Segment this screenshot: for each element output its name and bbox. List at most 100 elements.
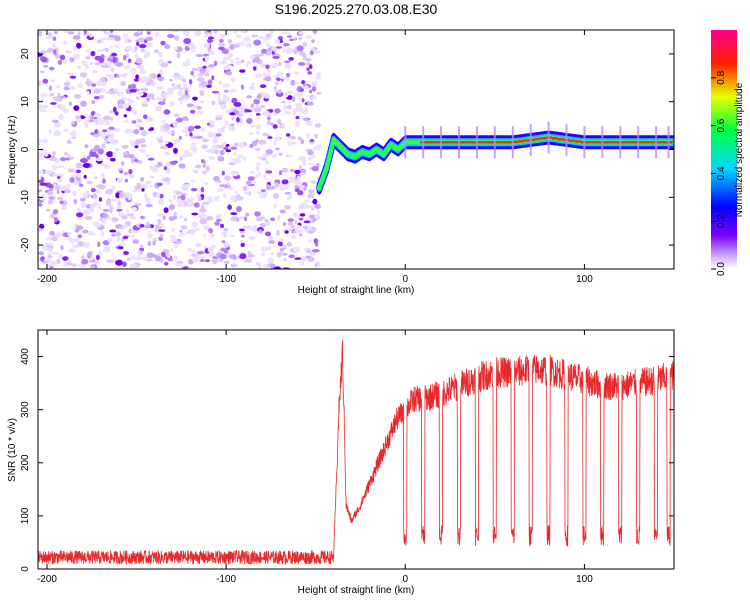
noise-blob [188, 230, 195, 235]
noise-blob [255, 113, 261, 116]
noise-blob [179, 215, 184, 219]
noise-blob [224, 175, 231, 181]
noise-blob [38, 50, 47, 55]
noise-blob [82, 229, 89, 234]
noise-blob [203, 53, 210, 57]
noise-blob [103, 115, 111, 121]
noise-blob [135, 57, 143, 64]
noise-blob [274, 182, 279, 188]
noise-blob [192, 256, 199, 263]
noise-blob [285, 47, 294, 54]
noise-blob [221, 231, 227, 237]
snr-y-label: SNR (10 * v/v) [7, 418, 18, 482]
noise-blob [303, 186, 307, 191]
noise-blob [204, 34, 209, 38]
noise-blob [189, 132, 193, 137]
noise-blob [134, 145, 139, 149]
noise-blob [229, 112, 236, 116]
noise-blob [182, 116, 189, 121]
noise-blob [95, 254, 100, 261]
noise-blob [49, 188, 54, 192]
ridge-peak [460, 141, 467, 144]
noise-blob [255, 262, 261, 266]
ridge-peak [466, 141, 472, 144]
noise-blob [127, 194, 132, 201]
noise-blob [247, 250, 251, 255]
ridge-peak [575, 140, 581, 143]
noise-blob [207, 131, 215, 138]
noise-blob [49, 79, 56, 83]
noise-blob [219, 34, 226, 39]
noise-blob [305, 57, 312, 62]
noise-blob [91, 100, 96, 105]
noise-blob [282, 221, 287, 226]
noise-blob [68, 86, 75, 89]
noise-blob [297, 97, 301, 100]
noise-blob [285, 63, 291, 69]
ridge-peak [655, 141, 662, 144]
noise-blob [89, 203, 97, 209]
noise-blob [93, 88, 102, 94]
noise-blob [222, 125, 227, 129]
noise-blob [116, 74, 121, 78]
noise-blob [90, 115, 94, 122]
noise-blob [218, 46, 226, 51]
noise-blob [275, 77, 281, 82]
noise-blob [183, 218, 188, 221]
noise-blob [214, 221, 220, 226]
snr-frame [37, 329, 675, 570]
noise-blob [233, 43, 241, 48]
noise-blob [218, 80, 223, 86]
noise-blob [158, 229, 166, 233]
noise-blob [274, 179, 281, 183]
noise-blob [215, 133, 222, 137]
noise-blob [260, 246, 269, 252]
noise-blob [196, 251, 205, 255]
noise-blob [273, 193, 279, 199]
noise-blob [173, 46, 178, 51]
noise-blob [46, 263, 51, 269]
noise-blob [200, 186, 205, 193]
noise-blob [129, 263, 137, 269]
noise-blob [69, 156, 74, 160]
noise-blob [299, 213, 306, 217]
frequency-ridge [316, 121, 674, 195]
noise-blob [94, 55, 102, 61]
noise-blob [122, 103, 130, 109]
noise-blob [273, 139, 277, 146]
noise-blob [90, 50, 96, 57]
noise-blob [93, 96, 100, 100]
noise-blob [67, 232, 72, 237]
noise-blob [53, 209, 59, 215]
noise-blob [230, 146, 238, 150]
noise-blob [53, 183, 57, 188]
noise-blob [266, 42, 271, 48]
noise-blob [123, 171, 129, 176]
noise-blob [105, 189, 109, 194]
noise-blob [73, 180, 79, 186]
noise-blob [169, 79, 173, 82]
noise-blob [161, 251, 166, 258]
noise-blob [255, 124, 262, 131]
noise-blob [134, 53, 139, 59]
noise-blob [133, 158, 139, 163]
noise-blob [233, 102, 242, 107]
noise-blob [80, 201, 87, 207]
noise-blob [285, 133, 291, 137]
noise-blob [182, 85, 186, 90]
noise-blob [225, 64, 232, 68]
noise-blob [72, 190, 77, 197]
noise-blob [38, 104, 44, 110]
noise-blob [255, 130, 260, 135]
noise-blob [229, 196, 237, 202]
noise-blob [74, 94, 82, 99]
noise-blob [200, 100, 205, 104]
noise-blob [195, 243, 202, 248]
noise-blob [101, 221, 107, 224]
noise-blob [239, 228, 245, 232]
noise-blob [134, 139, 142, 145]
noise-blob [118, 242, 126, 247]
noise-blob [41, 56, 48, 63]
noise-blob [136, 30, 142, 33]
noise-blob [208, 64, 215, 68]
